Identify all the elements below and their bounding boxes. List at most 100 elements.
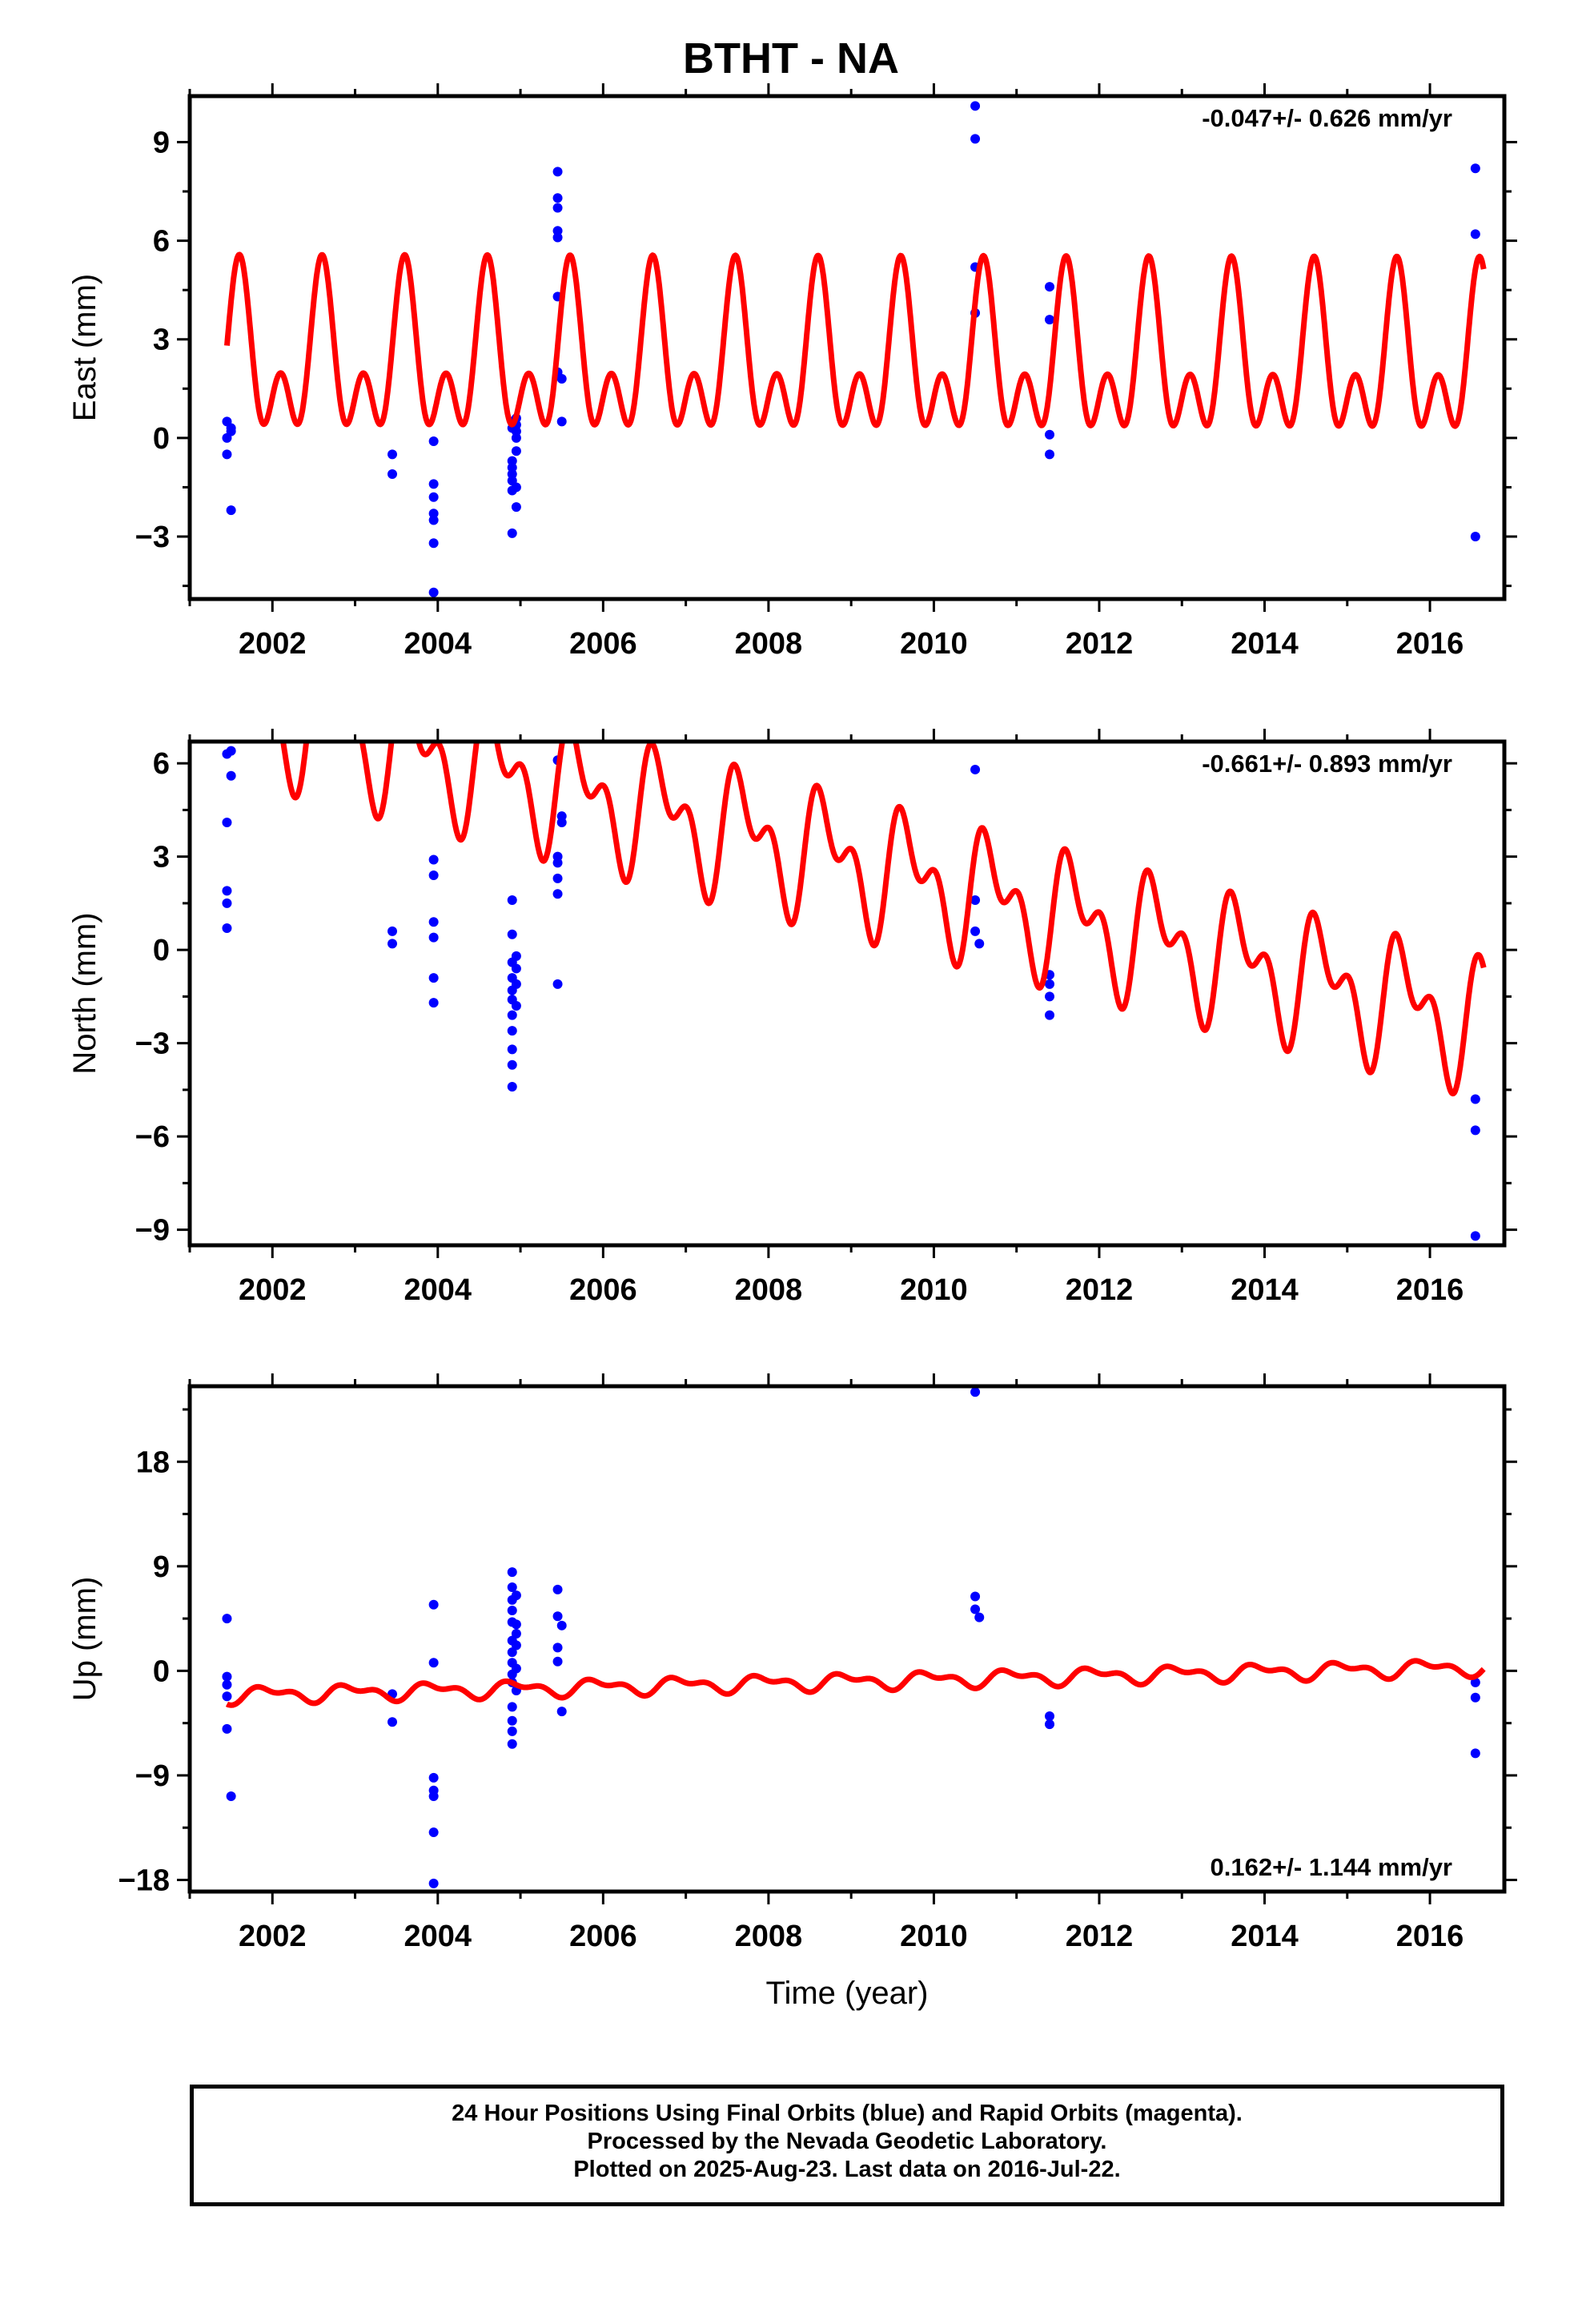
data-point [222,886,232,896]
model-curve [224,251,1487,429]
panel-3: 2002 2004 2006 2008 2010 2012 2014 2016 −18 −9 0 9 1… [67,1373,1517,2011]
x-tick-label: 2002 [239,627,307,661]
data-point [552,203,563,213]
data-point [428,1599,439,1610]
data-point [222,449,232,460]
data-point [511,1001,521,1011]
data-point [222,1679,232,1690]
data-point [1470,532,1480,542]
data-point [511,432,521,443]
rate-annotation: -0.661+/- 0.893 mm/yr [1202,750,1452,778]
data-point [552,232,563,243]
data-points [222,101,1480,597]
data-point [556,1707,567,1717]
data-point [428,1827,439,1838]
data-point [552,193,563,203]
data-point [428,854,439,865]
data-point [970,926,981,936]
y-tick-label: 6 [153,225,170,259]
data-point [511,1663,521,1674]
chart-title: BTHT - NA [683,34,899,82]
data-point [1045,429,1055,440]
x-tick-label: 2010 [900,1920,968,1953]
data-point [428,1878,439,1888]
x-tick-label: 2002 [239,1273,307,1307]
y-tick-label: −18 [118,1864,170,1897]
data-point [507,528,517,538]
x-axis-label: Time (year) [766,1976,929,2011]
data-point [222,1671,232,1682]
data-point [507,1726,517,1736]
x-tick-label: 2006 [569,1273,637,1307]
data-point [974,1612,985,1622]
plot-frame [187,1384,1507,1894]
footer-line-2: Processed by the Nevada Geodetic Laborat… [587,2129,1107,2154]
data-point [552,1656,563,1667]
data-point [1045,991,1055,1002]
data-point [1045,1010,1055,1020]
data-point [507,1715,517,1726]
data-point [552,1611,563,1622]
data-point [556,373,567,384]
footer-line-1: 24 Hour Positions Using Final Orbits (bl… [452,2101,1243,2126]
data-point [556,416,567,427]
y-tick-label: −6 [135,1120,170,1154]
data-point [1470,1692,1480,1703]
data-point [511,426,521,436]
data-point [511,502,521,513]
data-point [428,436,439,446]
data-point [222,923,232,933]
data-point [428,587,439,597]
y-tick-label: 0 [153,1655,170,1688]
panel-2: 2002 2004 2006 2008 2010 2012 2014 2016 −9 −6 −3 0 3… [67,729,1517,1307]
data-point [507,462,517,472]
x-tick-label: 2014 [1231,627,1299,661]
data-point [222,898,232,908]
data-point [387,449,398,460]
data-point [1045,1719,1055,1730]
data-point [507,1739,517,1749]
data-point [387,926,398,936]
y-axis-label: Up (mm) [67,1577,102,1702]
rate-annotation: 0.162+/- 1.144 mm/yr [1211,1853,1452,1881]
y-tick-label: 18 [136,1445,170,1479]
data-point [970,764,981,774]
data-point [552,873,563,883]
x-tick-label: 2006 [569,627,637,661]
data-point [556,817,567,827]
data-point [507,895,517,906]
data-point [222,1723,232,1734]
data-point [511,1640,521,1651]
x-tick-label: 2004 [404,1273,472,1307]
data-point [507,1702,517,1712]
x-tick-label: 2010 [900,1273,968,1307]
data-point [1470,229,1480,239]
y-tick-label: −9 [135,1214,170,1248]
data-point [1470,1677,1480,1687]
data-point [428,515,439,525]
data-point [507,1044,517,1055]
data-point [507,1010,517,1020]
data-point [552,226,563,236]
data-point [1470,1748,1480,1759]
model-curve [225,1658,1486,1708]
data-point [507,929,517,939]
panel-1: 2002 2004 2006 2008 2010 2012 2014 2016 −3 0 3 6 9 Ea… [67,83,1517,661]
data-point [226,746,236,756]
data-point [507,1026,517,1036]
y-tick-label: −3 [135,521,170,554]
data-point [970,1604,981,1614]
data-point [511,1590,521,1601]
x-tick-label: 2010 [900,627,968,661]
x-tick-label: 2004 [404,1920,472,1953]
data-point [974,939,985,949]
data-point [1045,449,1055,460]
data-point [507,1081,517,1092]
data-point [1045,979,1055,989]
x-tick-label: 2012 [1066,1273,1134,1307]
data-point [428,1658,439,1668]
x-tick-label: 2008 [735,627,803,661]
data-point [226,1791,236,1802]
x-tick-label: 2016 [1396,627,1464,661]
data-point [1470,1125,1480,1136]
